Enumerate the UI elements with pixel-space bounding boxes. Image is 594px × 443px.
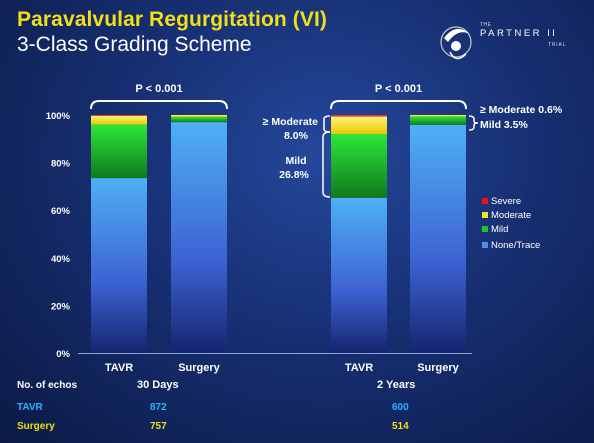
mild-bracket (322, 131, 331, 198)
logo-small-text: THE (480, 22, 492, 28)
moderate-bracket (323, 115, 331, 133)
table-row-label-surgery: Surgery (17, 421, 55, 432)
legend-swatch (482, 212, 488, 218)
table-row-label-tavr: TAVR (17, 402, 43, 413)
bar-segment-moderate (331, 116, 387, 135)
bar-segment-severe (331, 115, 387, 117)
y-tick-label: 20% (51, 301, 71, 312)
bar-segment-mild (171, 116, 227, 123)
p-value-bracket (90, 100, 228, 110)
y-tick-label: 80% (51, 159, 71, 170)
bar-segment-none-trace (91, 178, 147, 353)
bar-segment-mild (91, 124, 147, 179)
x-category-label: Surgery (178, 362, 220, 374)
p-value-bracket (330, 100, 467, 110)
annotation-tavr-mild: Mild (286, 155, 307, 167)
group-label-30-days: 30 Days (137, 379, 179, 391)
table-cell-tavr-30-days: 872 (150, 402, 167, 413)
legend-label: None/Trace (491, 240, 540, 251)
table-cell-surgery-2-years: 514 (392, 421, 409, 432)
bar-segment-moderate (410, 115, 466, 117)
table-header-label: No. of echos (17, 380, 78, 391)
legend-swatch (482, 198, 488, 204)
y-tick-label: 40% (51, 254, 71, 265)
bar-segment-mild (331, 134, 387, 198)
y-tick-label: 60% (51, 206, 71, 217)
bar-segment-none-trace (331, 197, 387, 353)
legend-label: Severe (491, 196, 521, 207)
table-cell-tavr-2-years: 600 (392, 402, 409, 413)
annotation-tavr-mild-value: 26.8% (279, 169, 309, 181)
legend-label: Moderate (491, 210, 531, 221)
bar-segment-moderate (171, 115, 227, 117)
bar-segment-none-trace (410, 124, 466, 354)
x-category-label: TAVR (105, 362, 133, 374)
partner-trial-logo-icon (440, 26, 472, 60)
table-cell-surgery-30-days: 757 (150, 421, 167, 432)
annotation-tavr-moderate-value: 8.0% (284, 130, 309, 142)
bar-segment-mild (410, 116, 466, 125)
legend-swatch (482, 242, 488, 248)
bar-segment-moderate (91, 115, 147, 125)
p-value-label: P < 0.001 (375, 83, 422, 95)
logo-sub-text: TRIAL (548, 42, 567, 48)
legend-label: Mild (491, 224, 508, 235)
annotation-surgery-moderate: ≥ Moderate 0.6% (480, 104, 563, 116)
slide-subtitle: 3-Class Grading Scheme (17, 33, 252, 56)
x-category-label: TAVR (345, 362, 373, 374)
annotation-tavr-moderate: ≥ Moderate (263, 116, 319, 128)
p-value-label: P < 0.001 (135, 83, 182, 95)
bar-segment-none-trace (171, 122, 227, 353)
slide-title: Paravalvular Regurgitation (VI) (17, 8, 328, 31)
bar-segment-severe (91, 115, 147, 116)
surgery-2y-bracket (468, 115, 479, 131)
y-tick-label: 100% (46, 111, 71, 122)
annotation-surgery-mild: Mild 3.5% (480, 119, 529, 131)
x-category-label: Surgery (417, 362, 459, 374)
legend-swatch (482, 226, 488, 232)
y-tick-label: 0% (56, 349, 70, 360)
logo-main-text: PARTNER II (480, 28, 558, 39)
group-label-2-years: 2 Years (377, 379, 416, 391)
